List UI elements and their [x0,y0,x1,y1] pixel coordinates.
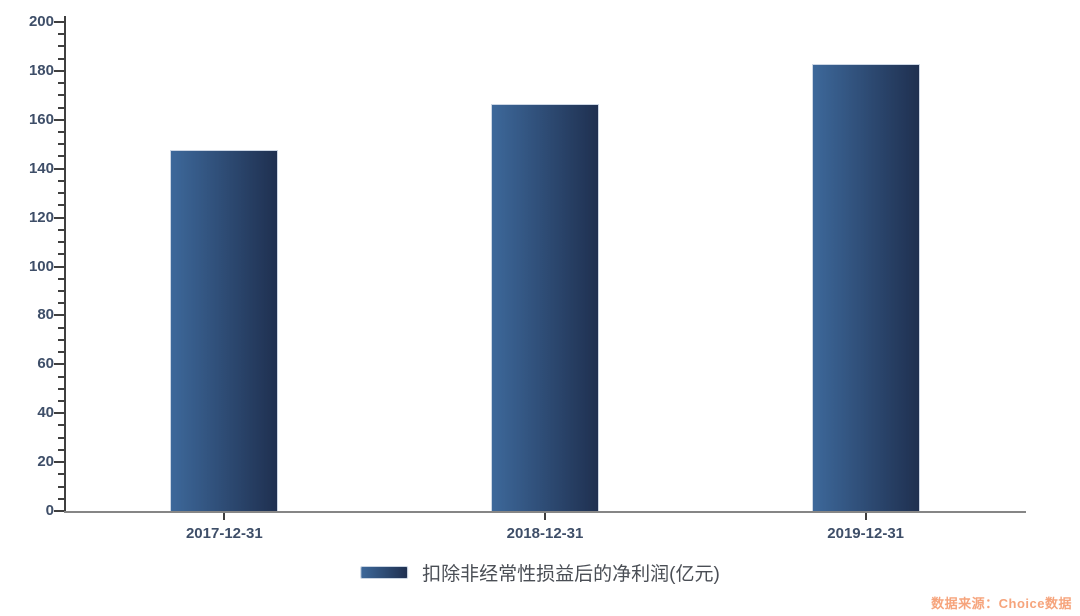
y-axis-tick-label: 80 [37,306,54,324]
y-axis-tick [58,155,64,158]
y-axis-tick [54,216,64,219]
y-axis-tick [58,326,64,329]
bar-2017-12-31 [170,150,279,511]
x-axis-tick [223,513,226,520]
y-axis-tick-label: 120 [28,208,54,226]
y-axis-tick [54,363,64,366]
y-axis-tick [58,94,64,97]
y-axis-tick [58,228,64,231]
y-axis-tick [58,33,64,36]
x-axis-tick-label: 2017-12-31 [185,525,263,542]
y-axis-tick [58,277,64,280]
y-axis-tick [54,69,64,72]
y-axis-tick [54,167,64,170]
y-axis-tick [58,375,64,378]
x-axis-tick-label: 2019-12-31 [827,525,905,542]
y-axis-tick [58,399,64,402]
y-axis-tick [58,204,64,207]
y-axis-tick [58,57,64,60]
y-axis-tick [58,192,64,195]
y-axis-line [64,16,66,513]
y-axis-tick-label: 100 [28,257,54,275]
legend-swatch-icon[interactable] [360,566,409,579]
y-axis-tick [58,338,64,341]
y-axis-tick [58,241,64,244]
y-axis-tick [54,510,64,512]
y-axis-tick-label: 180 [28,61,54,79]
legend: 扣除非经常性损益后的净利润(亿元) [360,559,720,586]
y-axis-tick [58,45,64,48]
y-axis-tick [58,473,64,476]
bar-2019-12-31 [811,63,920,511]
y-axis-tick-label: 140 [28,159,54,177]
y-axis-tick [58,106,64,109]
y-axis-tick [54,461,64,464]
legend-label[interactable]: 扣除非经常性损益后的净利润(亿元) [422,564,720,585]
y-axis-tick [54,412,64,415]
y-axis-tick [58,448,64,451]
data-source-note: 数据来源：Choice数据 [931,596,1072,611]
bar-2018-12-31 [491,103,599,511]
x-axis-tick-label: 2018-12-31 [506,525,584,542]
x-axis-tick [544,513,546,520]
y-axis-tick [58,302,64,305]
y-axis-tick [58,436,64,439]
x-axis-tick [864,513,867,520]
y-axis-tick [54,265,64,268]
y-axis-tick [58,82,64,85]
y-axis-tick [58,179,64,182]
y-axis-tick [58,485,64,488]
y-axis-tick [54,118,64,121]
y-axis-tick [54,314,64,317]
y-axis-tick [58,351,64,354]
x-axis-line [64,511,1026,513]
y-axis-tick [58,131,64,134]
y-axis-tick-label: 200 [28,13,54,30]
y-axis-tick [58,387,64,390]
y-axis-tick-label: 20 [37,453,54,471]
y-axis-tick [58,253,64,256]
y-axis-tick-label: 160 [28,110,54,128]
y-axis-tick [58,497,64,500]
y-axis-tick-label: 60 [37,355,54,373]
y-axis-tick [54,21,64,23]
y-axis-tick-label: 40 [37,404,54,422]
y-axis-tick-label: 0 [45,502,54,519]
y-axis-tick [58,289,64,292]
y-axis-tick [58,424,64,427]
y-axis-tick [58,143,64,146]
